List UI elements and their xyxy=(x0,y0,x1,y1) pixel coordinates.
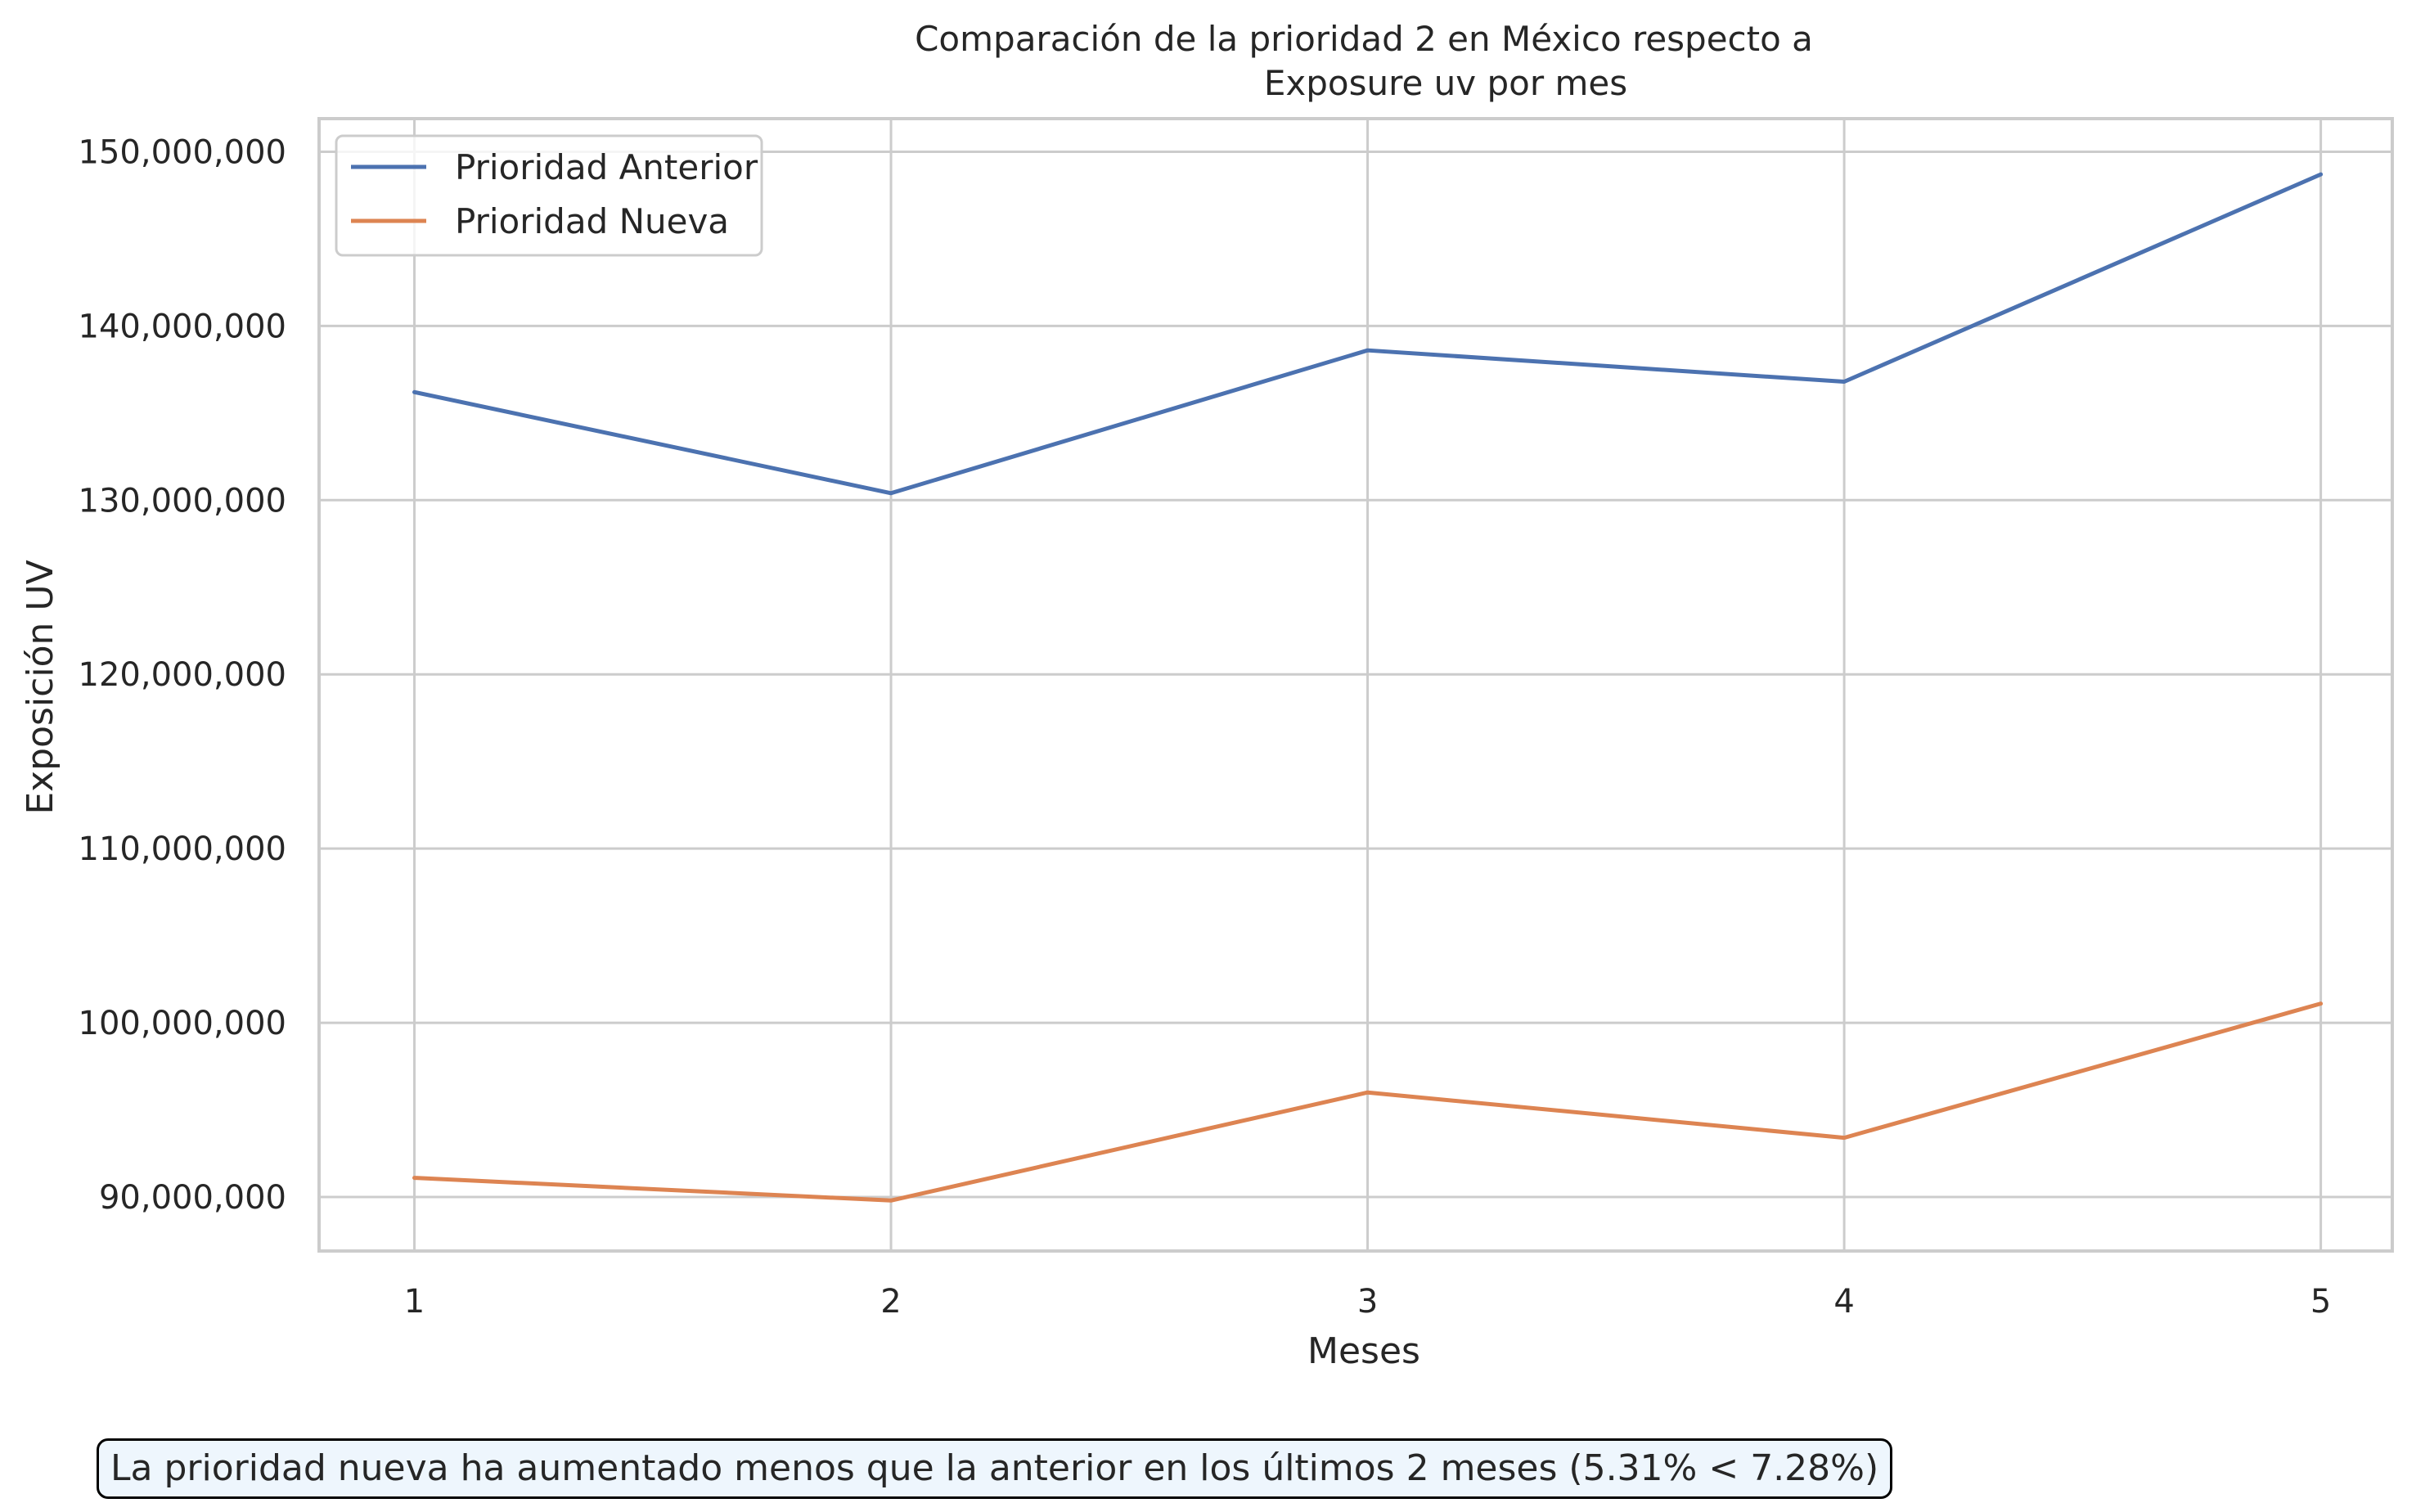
series-lines xyxy=(412,172,2324,1203)
y-tick-label: 110,000,000 xyxy=(79,830,286,868)
x-tick-label: 2 xyxy=(880,1283,901,1321)
x-tick-label: 4 xyxy=(1833,1283,1854,1321)
chart-title-line-1: Comparación de la prioridad 2 en México … xyxy=(915,19,1813,59)
legend: Prioridad Anterior Prioridad Nueva xyxy=(335,134,763,257)
series-line-prioridad-anterior xyxy=(412,172,2324,496)
x-axis-label: Meses xyxy=(1307,1330,1420,1372)
y-tick-label: 140,000,000 xyxy=(79,308,286,345)
legend-box xyxy=(335,134,763,257)
legend-label-prioridad-anterior: Prioridad Anterior xyxy=(455,147,758,187)
x-axis-ticks: 1 2 3 4 5 xyxy=(404,1283,2332,1321)
y-axis-ticks: 90,000,000 100,000,000 110,000,000 120,000,… xyxy=(79,133,286,1217)
x-tick-label: 1 xyxy=(404,1283,425,1321)
plot-area-frame xyxy=(317,117,2394,1253)
grid-lines xyxy=(319,119,2392,1251)
y-tick-label: 150,000,000 xyxy=(79,133,286,171)
x-tick-label: 3 xyxy=(1357,1283,1378,1321)
y-tick-label: 130,000,000 xyxy=(79,482,286,520)
y-tick-label: 100,000,000 xyxy=(79,1005,286,1042)
series-line-prioridad-nueva xyxy=(412,1001,2324,1203)
annotation-box: La prioridad nueva ha aumentado menos qu… xyxy=(97,1438,1893,1499)
y-tick-label: 120,000,000 xyxy=(79,656,286,694)
y-axis-label: Exposición UV xyxy=(20,560,61,814)
x-tick-label: 5 xyxy=(2310,1283,2331,1321)
y-tick-label: 90,000,000 xyxy=(99,1179,286,1217)
legend-label-prioridad-nueva: Prioridad Nueva xyxy=(455,201,729,241)
chart-title-line-2: Exposure uv por mes xyxy=(1264,63,1627,103)
